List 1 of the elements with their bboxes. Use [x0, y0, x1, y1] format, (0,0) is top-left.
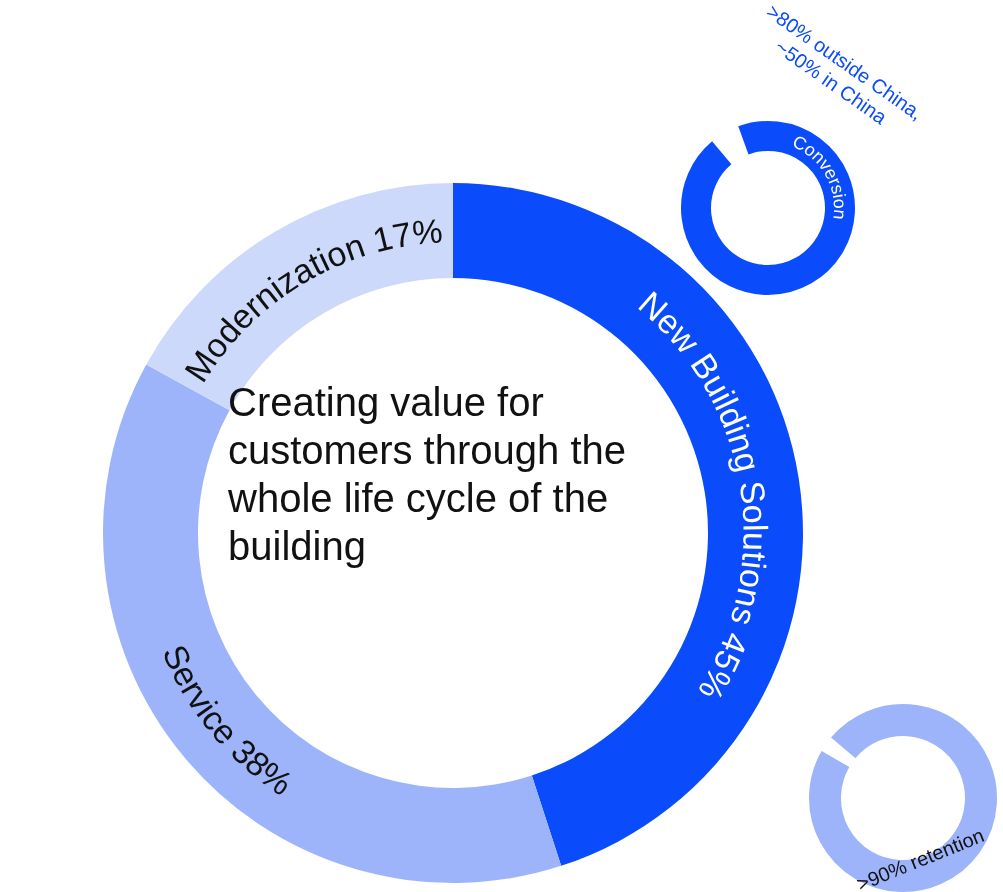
text: Creating value for customers through the whole life cycle of the building — [228, 380, 626, 568]
